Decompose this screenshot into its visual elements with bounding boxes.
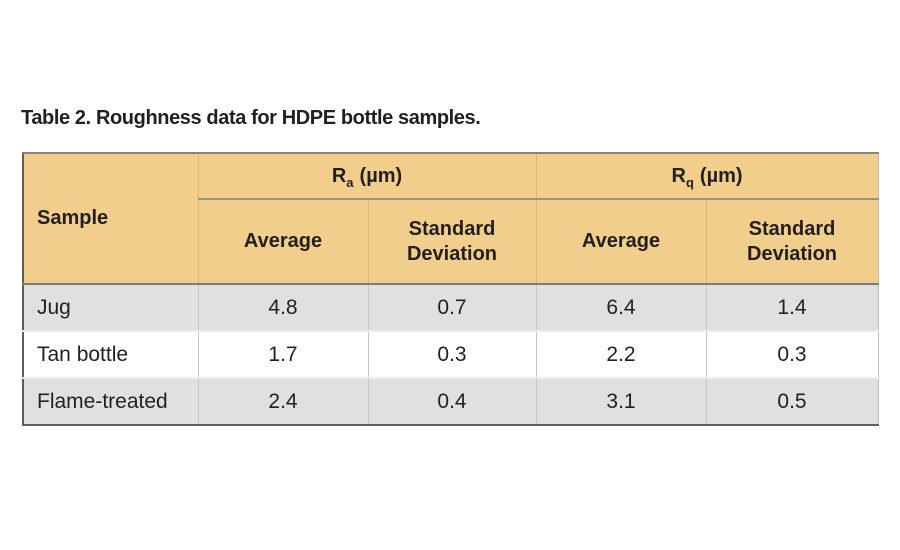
cell-value: 0.5: [705, 377, 879, 425]
column-header-ra-average: Average: [197, 199, 368, 285]
table-row-tan-bottle: Tan bottle 1.7 0.3 2.2 0.3: [23, 330, 879, 378]
table-row-flame-treated: Flame-treated 2.4 0.4 3.1 0.5: [23, 377, 879, 425]
column-group-ra: Ra (µm): [197, 153, 537, 200]
cell-value: 0.7: [367, 283, 537, 331]
table-row-jug: Jug 4.8 0.7 6.4 1.4: [23, 283, 879, 331]
roughness-table-container: Sample Ra (µm) Rq (µm) Average Standard De…: [22, 152, 879, 426]
column-header-ra-stddev: Standard Deviation: [367, 199, 537, 285]
ra-symbol: R: [331, 164, 347, 187]
cell-value: 1.7: [197, 330, 368, 378]
cell-value: 0.4: [367, 377, 537, 425]
table-caption: Table 2. Roughness data for HDPE bottle …: [21, 107, 481, 129]
cell-value: 0.3: [705, 330, 879, 378]
cell-value: 4.8: [197, 283, 368, 331]
rq-unit: (µm): [699, 164, 743, 187]
cell-value: 6.4: [535, 283, 707, 331]
column-group-rq: Rq (µm): [535, 153, 879, 200]
roughness-table: Sample Ra (µm) Rq (µm) Average Standard De…: [22, 152, 879, 426]
rq-subscript: q: [685, 174, 694, 190]
ra-unit: (µm): [359, 164, 403, 187]
column-header-rq-stddev: Standard Deviation: [705, 199, 879, 285]
ra-subscript: a: [346, 174, 354, 190]
header-sub-row: Average Standard Deviation Average Stand…: [23, 199, 879, 285]
rq-symbol: R: [671, 164, 686, 187]
column-header-rq-average: Average: [535, 199, 707, 285]
row-label: Tan bottle: [23, 330, 198, 378]
cell-value: 1.4: [705, 283, 879, 331]
header-group-row: Sample Ra (µm) Rq (µm): [23, 153, 879, 285]
cell-value: 2.2: [535, 330, 707, 378]
row-label: Jug: [23, 283, 198, 331]
cell-value: 3.1: [535, 377, 707, 425]
cell-value: 0.3: [367, 330, 537, 378]
cell-value: 2.4: [197, 377, 368, 425]
column-header-sample: Sample: [23, 153, 198, 285]
row-label: Flame-treated: [23, 377, 198, 425]
